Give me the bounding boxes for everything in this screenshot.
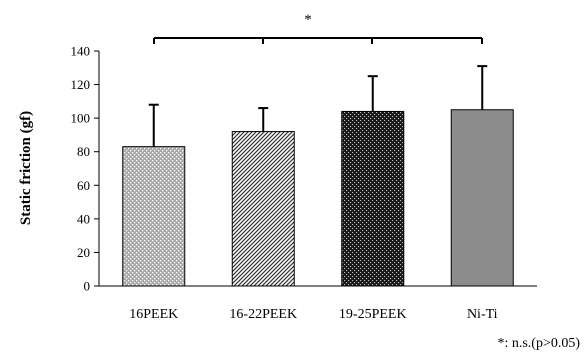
x-tick-label: 19-25PEEK [339,307,407,322]
y-tick-label: 120 [71,77,91,92]
x-tick-label: 16-22PEEK [229,307,297,322]
x-tick-label: 16PEEK [129,307,178,322]
y-tick-label: 140 [71,44,91,59]
bar-19-25peek [341,110,405,287]
footnote: *: n.s.(p>0.05) [497,336,580,351]
bar-16peek [122,146,186,287]
x-tick-label: Ni-Ti [467,307,498,322]
y-tick-label: 100 [71,111,91,126]
y-tick-label: 0 [84,279,91,294]
y-tick-label: 20 [77,245,90,260]
significance-bracket [153,37,483,44]
significance-marker: * [304,12,312,28]
y-tick-label: 60 [77,178,90,193]
y-axis-label: Static friction (gf) [18,111,34,225]
bar-ni-ti [450,109,514,287]
bar-16-22peek [231,131,295,287]
y-tick-label: 80 [77,144,90,159]
y-tick-label: 40 [77,211,90,226]
